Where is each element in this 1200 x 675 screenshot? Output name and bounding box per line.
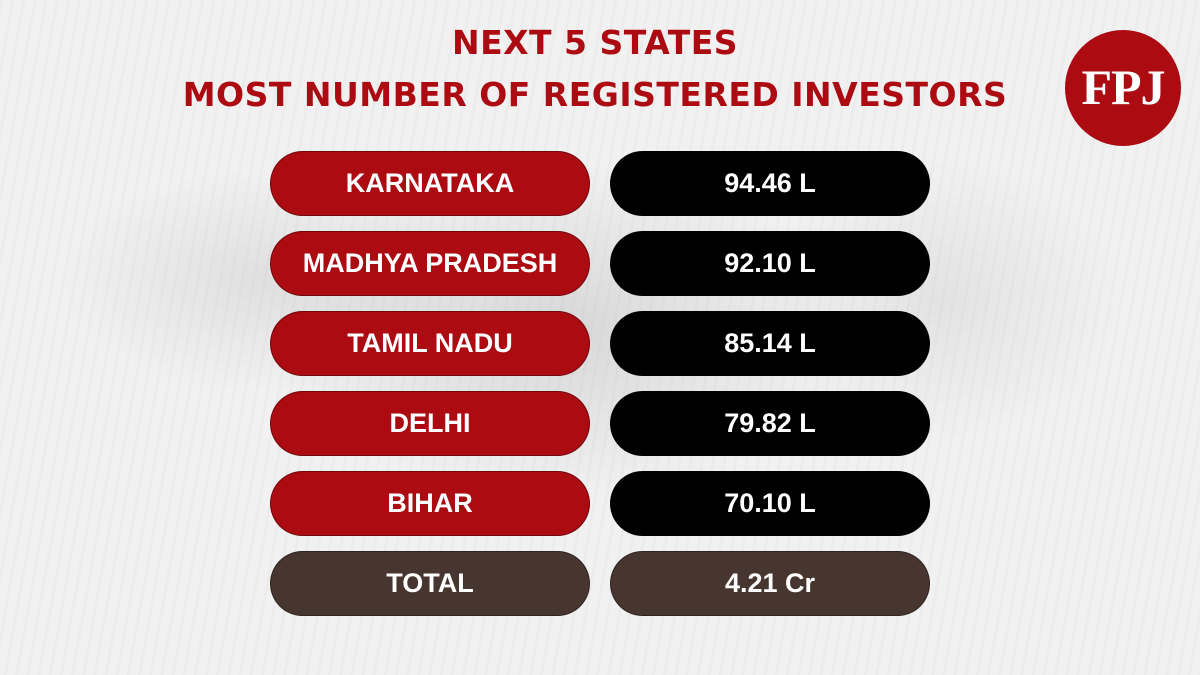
total-value: 4.21 Cr <box>610 551 930 616</box>
state-label: BIHAR <box>270 471 590 536</box>
table-row: TAMIL NADU 85.14 L <box>270 311 930 376</box>
title-line-2: MOST NUMBER OF REGISTERED INVESTORS <box>182 75 1008 114</box>
state-label: KARNATAKA <box>270 151 590 216</box>
title-line-1: NEXT 5 STATES <box>451 23 739 62</box>
table-row: KARNATAKA 94.46 L <box>270 151 930 216</box>
state-label: TAMIL NADU <box>270 311 590 376</box>
total-label: TOTAL <box>270 551 590 616</box>
fpj-logo: FPJ <box>1065 30 1181 146</box>
table-row: BIHAR 70.10 L <box>270 471 930 536</box>
state-label: MADHYA PRADESH <box>270 231 590 296</box>
investor-count: 94.46 L <box>610 151 930 216</box>
investor-count: 85.14 L <box>610 311 930 376</box>
table-row: MADHYA PRADESH 92.10 L <box>270 231 930 296</box>
total-row: TOTAL 4.21 Cr <box>270 551 930 616</box>
table-row: DELHI 79.82 L <box>270 391 930 456</box>
investor-count: 79.82 L <box>610 391 930 456</box>
investor-count: 70.10 L <box>610 471 930 536</box>
state-label: DELHI <box>270 391 590 456</box>
investor-count: 92.10 L <box>610 231 930 296</box>
logo-text: FPJ <box>1081 59 1165 115</box>
